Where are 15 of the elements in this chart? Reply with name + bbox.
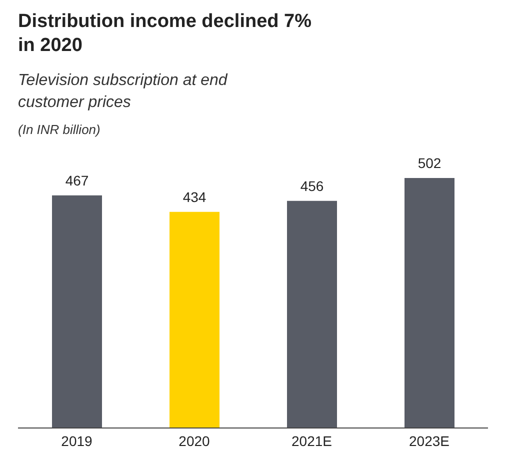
bar	[404, 178, 454, 428]
chart-title: Distribution income declined 7% in 2020	[18, 10, 312, 58]
data-label: 456	[300, 178, 324, 194]
data-label: 467	[65, 172, 89, 188]
x-tick-label: 2021E	[292, 432, 332, 449]
x-tick-label: 2023E	[409, 432, 450, 449]
chart-subtitle: Television subscription at end customer prices	[18, 71, 229, 113]
x-tick-label: 2020	[178, 432, 210, 449]
bar	[287, 200, 337, 428]
data-label: 502	[418, 155, 442, 171]
text: (In INR billion)	[18, 122, 100, 137]
bar	[52, 195, 102, 428]
x-tick-label: 2019	[61, 432, 93, 449]
bar	[170, 212, 220, 428]
data-label: 434	[182, 188, 206, 205]
